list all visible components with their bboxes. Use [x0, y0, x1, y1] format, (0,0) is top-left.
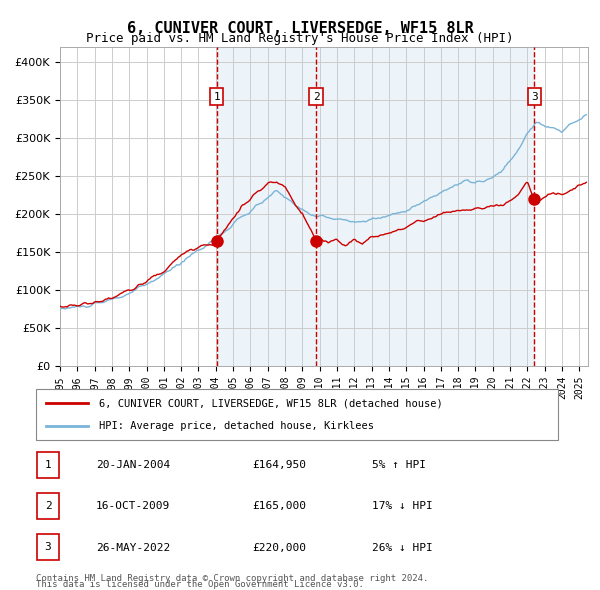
- Text: 2: 2: [313, 91, 319, 101]
- FancyBboxPatch shape: [37, 452, 59, 478]
- FancyBboxPatch shape: [37, 535, 59, 560]
- Bar: [217, 47, 535, 366]
- Text: 26% ↓ HPI: 26% ↓ HPI: [372, 543, 433, 552]
- Text: 1: 1: [44, 460, 52, 470]
- Text: £165,000: £165,000: [252, 502, 306, 511]
- Text: £220,000: £220,000: [252, 543, 306, 552]
- Text: Contains HM Land Registry data © Crown copyright and database right 2024.: Contains HM Land Registry data © Crown c…: [36, 574, 428, 583]
- Text: 3: 3: [44, 542, 52, 552]
- Text: 26-MAY-2022: 26-MAY-2022: [96, 543, 170, 552]
- Text: 6, CUNIVER COURT, LIVERSEDGE, WF15 8LR: 6, CUNIVER COURT, LIVERSEDGE, WF15 8LR: [127, 21, 473, 35]
- Text: 16-OCT-2009: 16-OCT-2009: [96, 502, 170, 511]
- Text: This data is licensed under the Open Government Licence v3.0.: This data is licensed under the Open Gov…: [36, 581, 364, 589]
- FancyBboxPatch shape: [37, 493, 59, 519]
- Text: HPI: Average price, detached house, Kirklees: HPI: Average price, detached house, Kirk…: [98, 421, 374, 431]
- Text: 2: 2: [44, 501, 52, 511]
- Text: Price paid vs. HM Land Registry's House Price Index (HPI): Price paid vs. HM Land Registry's House …: [86, 32, 514, 45]
- Text: 17% ↓ HPI: 17% ↓ HPI: [372, 502, 433, 511]
- Text: 20-JAN-2004: 20-JAN-2004: [96, 460, 170, 470]
- Text: 1: 1: [213, 91, 220, 101]
- Text: 3: 3: [531, 91, 538, 101]
- Text: 6, CUNIVER COURT, LIVERSEDGE, WF15 8LR (detached house): 6, CUNIVER COURT, LIVERSEDGE, WF15 8LR (…: [98, 398, 442, 408]
- Text: 5% ↑ HPI: 5% ↑ HPI: [372, 460, 426, 470]
- FancyBboxPatch shape: [36, 389, 558, 440]
- Text: £164,950: £164,950: [252, 460, 306, 470]
